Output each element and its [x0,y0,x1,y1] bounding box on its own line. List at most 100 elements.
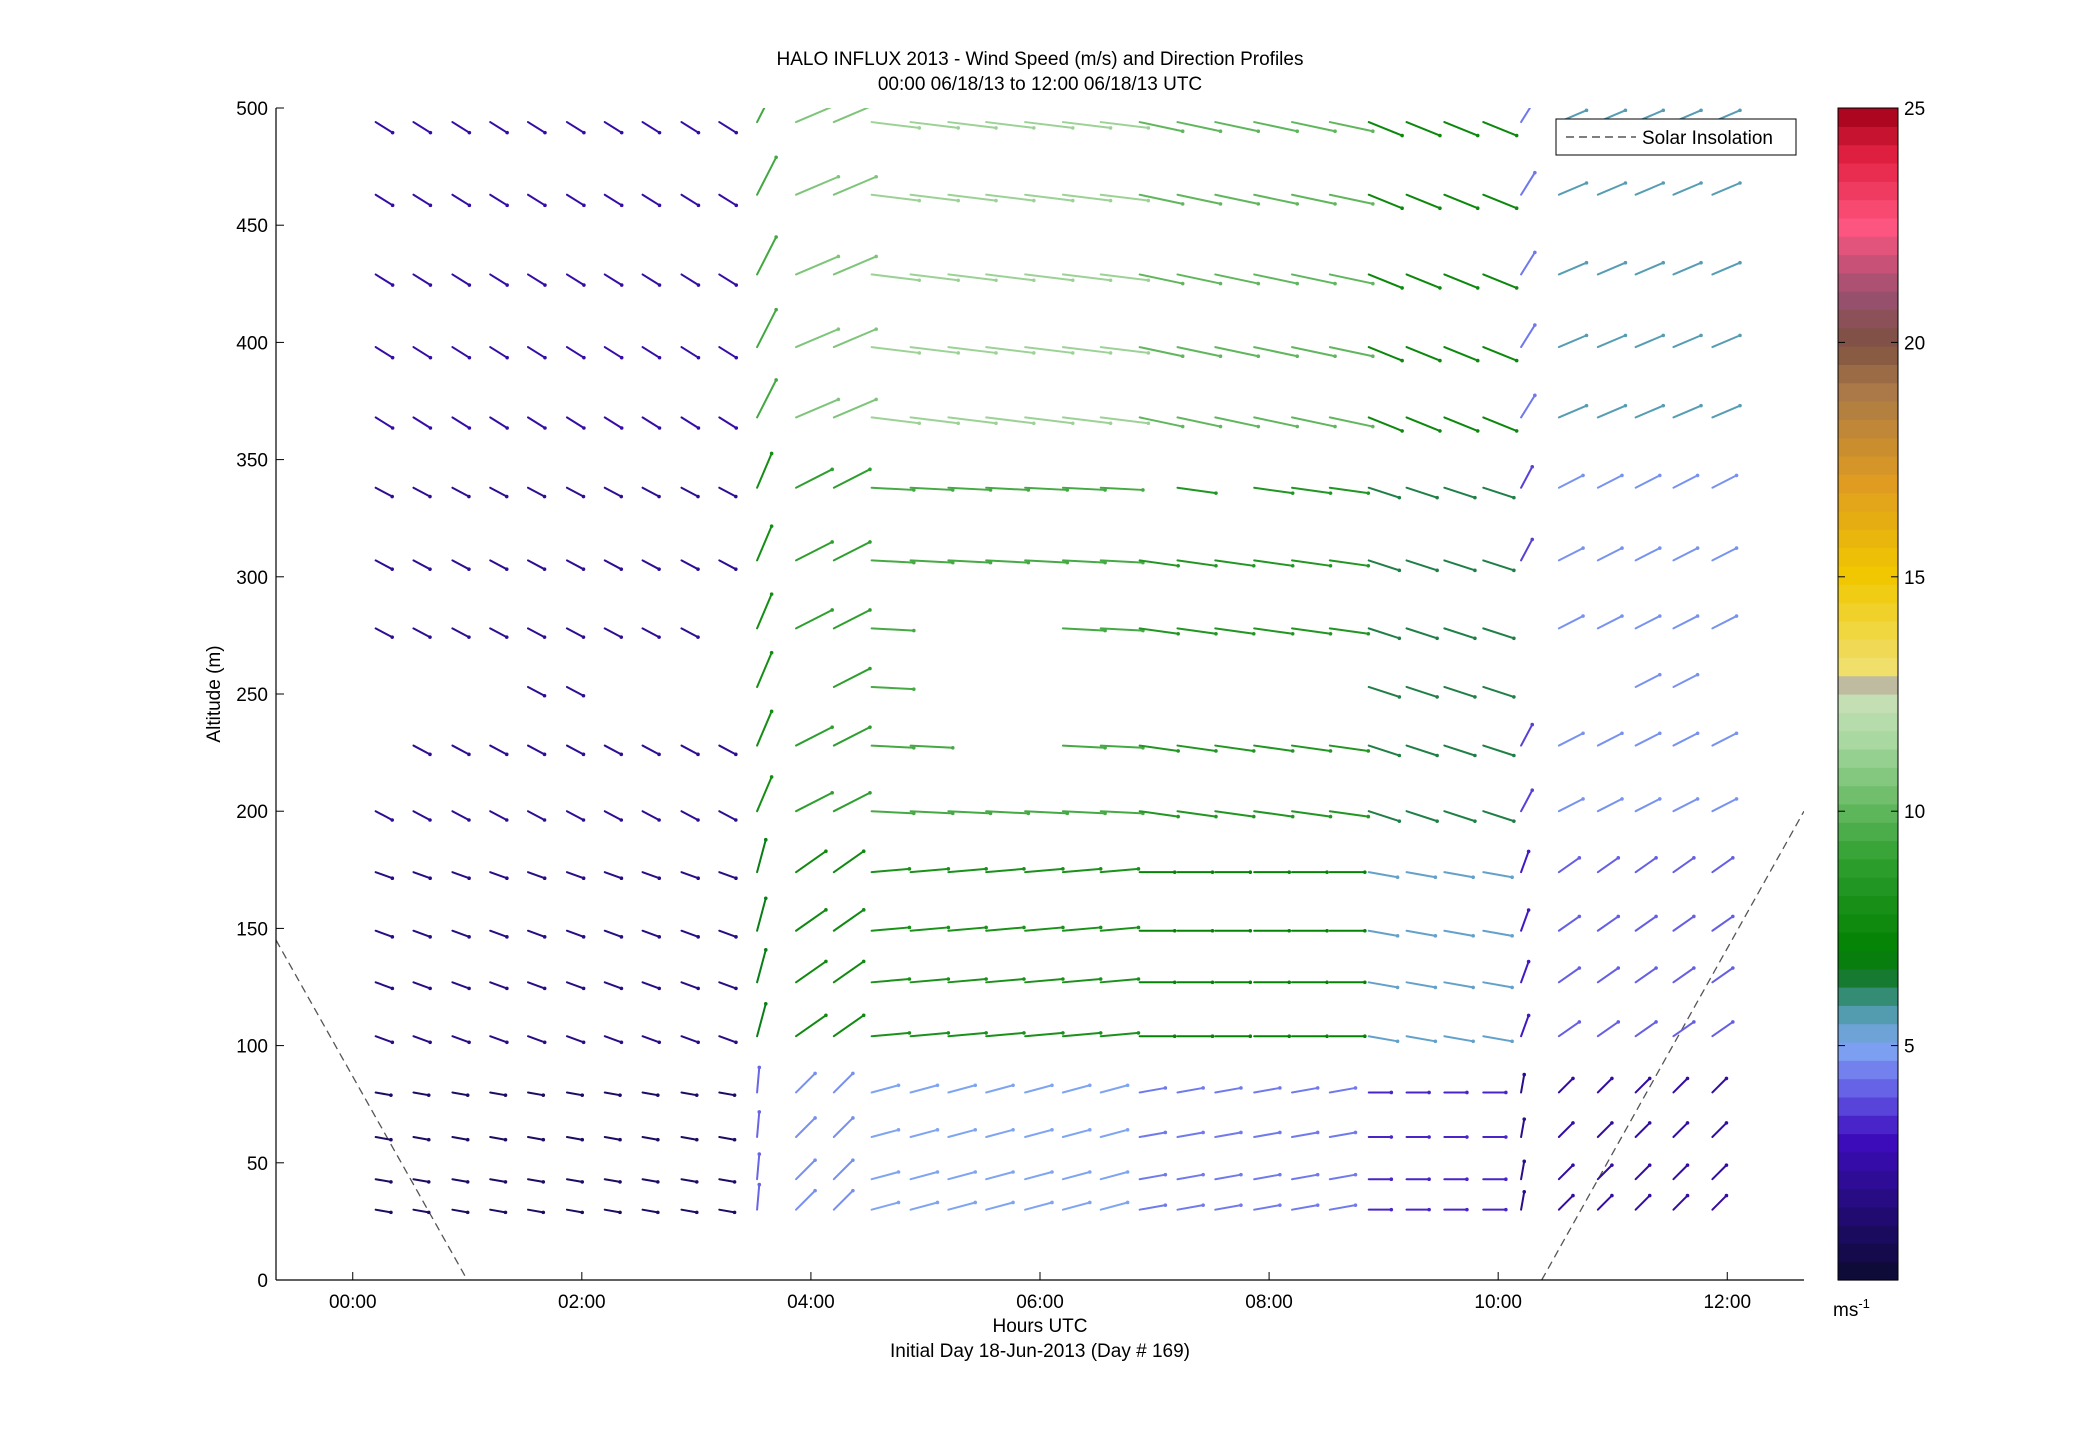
wind-vector-head [994,198,998,203]
wind-vector [909,1084,939,1094]
wind-vector-head [619,130,624,135]
wind-vector [680,121,700,134]
wind-vector-head [769,650,774,655]
wind-vector-head [1087,1200,1092,1205]
wind-vector-head [1661,108,1666,113]
wind-vector [565,871,585,880]
colorbar-band [1838,455,1898,475]
wind-vector-head [1032,126,1036,130]
wind-vector [832,667,871,688]
wind-vector [870,627,915,632]
wind-vector-head [582,283,586,287]
wind-vector [1253,486,1294,495]
wind-vector-head [824,1013,828,1018]
wind-vector-head [1465,1177,1469,1182]
wind-vector [1711,334,1741,349]
wind-vector [1443,346,1479,362]
y-tick-label: 100 [236,1037,268,1058]
wind-vector-head [390,818,394,822]
wind-vector [1328,346,1374,358]
wind-vector-head [467,355,472,360]
wind-vector-head [1647,1121,1652,1125]
wind-vector [641,559,661,571]
wind-vector-head [619,752,624,757]
wind-vector-head [542,986,547,991]
wind-vector [489,121,509,134]
wind-vector [603,273,623,287]
wind-vector [756,308,778,349]
colorbar-band [1838,492,1898,512]
wind-vector [1711,856,1734,874]
colorbar-band [1838,822,1898,842]
wind-vector-head [467,818,471,822]
colorbar-band [1838,1078,1898,1098]
wind-vector [565,193,585,207]
wind-vector-head [1248,980,1253,985]
wind-vector-head [1218,281,1223,286]
wind-vector [1367,744,1401,757]
wind-vector-head [912,687,916,691]
wind-vector [795,108,832,124]
wind-vector-head [694,1180,699,1184]
wind-vector-head [1526,1013,1531,1018]
y-tick-label: 350 [236,451,268,472]
wind-vector-head [907,867,912,871]
wind-vector [603,929,623,938]
wind-vector-head [861,908,866,912]
colorbar-band [1838,785,1898,805]
wind-vector [909,273,960,282]
wind-vector [985,346,1035,354]
wind-vector-head [696,130,701,135]
wind-vector [1405,685,1439,698]
wind-vector [718,1178,736,1183]
wind-vector-head [1125,1200,1130,1205]
wind-vector-head [428,130,433,135]
wind-vector-head [696,567,700,571]
wind-vector [1290,810,1332,818]
wind-vector-head [917,421,922,426]
wind-vector [1482,346,1518,362]
wind-vector [985,121,1035,129]
wind-vector [1214,1204,1242,1211]
wind-vector [565,416,585,430]
wind-vector-head [1366,631,1371,636]
solar-insolation-lines [276,810,1804,1280]
wind-vector-head [1287,870,1292,874]
wind-vector-head [1218,202,1223,206]
wind-vector [1596,1020,1620,1038]
wind-vector-head [1103,488,1107,492]
wind-vector [909,810,954,815]
wind-vector [1328,1086,1357,1094]
wind-vector-head [1180,424,1185,429]
wind-vector-head [543,130,547,135]
wind-vector-head [988,488,993,492]
wind-vector-head [1427,1090,1431,1095]
wind-vector-head [1070,351,1075,355]
wind-vector [1328,1173,1357,1181]
wind-vector [451,1208,469,1214]
wind-vector [374,1178,392,1183]
wind-vector-head [1692,914,1696,919]
colorbar-band [1838,639,1898,658]
wind-vector [909,346,960,354]
wind-vector [565,486,585,498]
wind-vector-head [1176,631,1180,636]
legend-entry-solar-insolation: Solar Insolation [1642,128,1773,149]
wind-vector-head [1581,473,1585,478]
wind-vector [1596,615,1623,630]
colorbar-band [1838,565,1898,585]
wind-vector [1672,1164,1689,1181]
wind-vector-head [950,560,955,565]
wind-vector [412,193,432,207]
wind-vector [718,810,737,821]
wind-vector [1061,121,1112,129]
wind-vector [1405,193,1441,210]
wind-vector-head [1395,875,1400,880]
wind-vector-head [619,818,624,822]
wind-vector [947,121,998,129]
wind-vector-head [465,1180,470,1184]
wind-vector-head [1363,870,1367,874]
colorbar-band [1838,1115,1898,1135]
wind-vector-head [504,494,509,499]
wind-vector [1024,559,1069,564]
